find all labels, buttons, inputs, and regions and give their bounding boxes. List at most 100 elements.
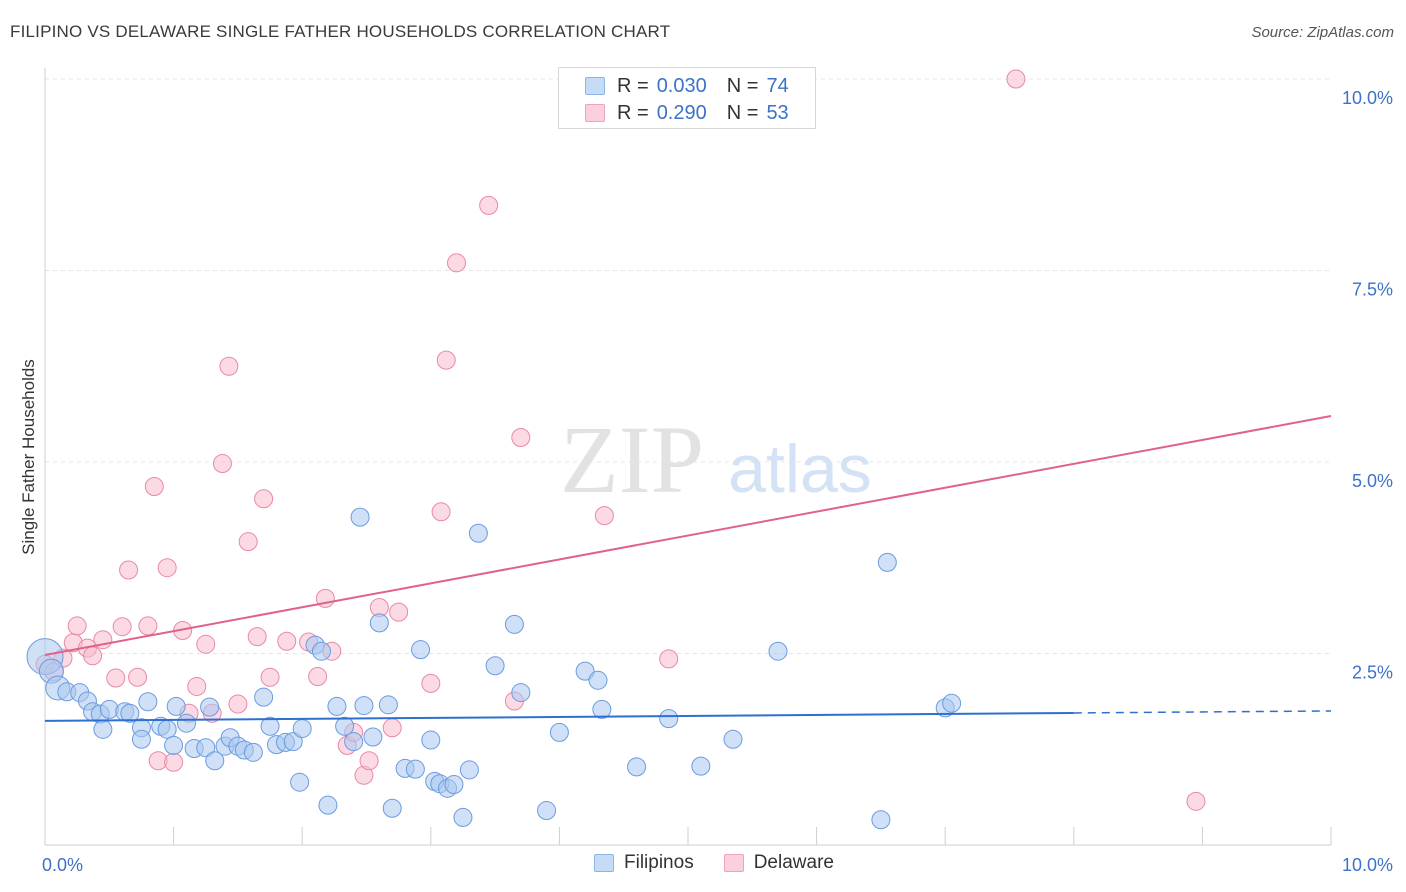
data-point-delaware: [157, 558, 177, 578]
data-point-delaware: [112, 617, 132, 637]
data-point-delaware: [511, 427, 531, 447]
data-point-delaware: [254, 489, 274, 509]
data-point-filipinos: [205, 751, 225, 771]
legend-n-value: 74: [766, 74, 789, 97]
data-point-filipinos: [468, 523, 488, 543]
data-point-filipinos: [421, 730, 441, 750]
data-point-filipinos: [327, 696, 347, 716]
data-point-filipinos: [350, 507, 370, 527]
data-point-filipinos: [942, 693, 962, 713]
legend-n-label: N =: [726, 101, 759, 124]
data-point-filipinos: [485, 656, 505, 676]
data-point-delaware: [144, 477, 164, 497]
data-point-filipinos: [369, 613, 389, 633]
data-point-delaware: [479, 195, 499, 215]
series-legend: Filipinos Delaware: [594, 852, 864, 874]
data-point-delaware: [128, 667, 148, 687]
data-point-filipinos: [382, 798, 402, 818]
source-label: Source: ZipAtlas.com: [1251, 24, 1394, 41]
series-filipinos-points: [26, 507, 962, 830]
y-tick-label: 2.5%: [1352, 663, 1393, 683]
data-point-filipinos: [196, 738, 216, 758]
data-point-filipinos: [549, 722, 569, 742]
chart-title: FILIPINO VS DELAWARE SINGLE FATHER HOUSE…: [10, 22, 671, 41]
data-point-filipinos: [131, 729, 151, 749]
data-point-filipinos: [588, 670, 608, 690]
data-point-delaware: [119, 560, 139, 580]
legend-r-value: 0.290: [656, 101, 707, 124]
data-point-filipinos: [335, 716, 355, 736]
data-point-filipinos: [504, 614, 524, 634]
data-point-filipinos: [871, 810, 891, 830]
legend-n-label: N =: [726, 74, 759, 97]
data-point-delaware: [1186, 791, 1206, 811]
data-point-filipinos: [138, 692, 158, 712]
data-point-filipinos: [768, 641, 788, 661]
y-tick-label: 7.5%: [1352, 280, 1393, 300]
correlation-legend: R = 0.030 N = 74 R = 0.290 N = 53: [558, 67, 816, 129]
data-point-filipinos: [166, 696, 186, 716]
tick-labels: 2.5% 5.0% 7.5% 10.0% 0.0% 10.0%: [42, 88, 1393, 875]
legend-r-value: 0.030: [656, 74, 707, 97]
data-point-filipinos: [243, 742, 263, 762]
data-point-delaware: [247, 627, 267, 647]
data-point-filipinos: [459, 760, 479, 780]
legend-label-filipinos: Filipinos: [624, 852, 694, 873]
data-point-filipinos: [311, 641, 331, 661]
data-point-delaware: [219, 356, 239, 376]
data-point-filipinos: [659, 709, 679, 729]
axes: [44, 68, 1332, 846]
trend-lines: [44, 415, 1332, 722]
data-point-delaware: [594, 506, 614, 526]
x-tick-label: 10.0%: [1342, 855, 1393, 875]
data-point-filipinos: [405, 759, 425, 779]
data-point-delaware: [260, 667, 280, 687]
data-point-filipinos: [283, 732, 303, 752]
data-point-delaware: [436, 350, 456, 370]
data-point-delaware: [421, 673, 441, 693]
watermark-zip: ZIP: [560, 406, 704, 513]
data-point-delaware: [659, 649, 679, 669]
data-point-delaware: [1006, 69, 1026, 89]
data-point-delaware: [359, 751, 379, 771]
y-axis-label: Single Father Households: [19, 359, 38, 555]
x-tick-label: 0.0%: [42, 855, 83, 875]
legend-r-label: R =: [617, 101, 649, 124]
trend-line-delaware: [44, 415, 1332, 657]
data-point-filipinos: [723, 729, 743, 749]
data-point-delaware: [228, 694, 248, 714]
legend-item-delaware: Delaware: [723, 852, 834, 874]
data-point-delaware: [164, 752, 184, 772]
data-point-filipinos: [444, 774, 464, 794]
legend-item-filipinos: Filipinos: [594, 852, 694, 874]
data-point-delaware: [187, 676, 207, 696]
trend-line-filipinos: [44, 711, 1074, 722]
data-point-delaware: [196, 634, 216, 654]
data-point-filipinos: [157, 719, 177, 739]
data-point-filipinos: [575, 661, 595, 681]
data-point-delaware: [431, 502, 451, 522]
data-point-filipinos: [411, 640, 431, 660]
data-point-delaware: [308, 666, 328, 686]
legend-label-delaware: Delaware: [753, 852, 834, 873]
legend-swatch-filipinos: [594, 854, 614, 872]
data-point-delaware: [389, 602, 409, 622]
data-point-delaware: [83, 646, 103, 666]
legend-swatch-delaware: [723, 854, 744, 872]
data-point-filipinos: [363, 727, 383, 747]
data-point-filipinos: [691, 756, 711, 776]
data-point-filipinos: [93, 719, 113, 739]
legend-swatch-filipinos: [585, 77, 605, 95]
trend-line-filipinos-extension: [1073, 710, 1332, 714]
data-point-delaware: [212, 454, 232, 474]
data-point-filipinos: [592, 699, 612, 719]
data-point-delaware: [277, 631, 297, 651]
data-point-filipinos: [511, 683, 531, 703]
data-point-delaware: [238, 532, 258, 552]
data-point-filipinos: [290, 772, 310, 792]
legend-r-label: R =: [617, 74, 649, 97]
data-point-filipinos: [344, 732, 364, 752]
legend-row-delaware: R = 0.290 N = 53: [585, 100, 789, 126]
data-point-filipinos: [292, 719, 312, 739]
data-point-filipinos: [164, 735, 184, 755]
